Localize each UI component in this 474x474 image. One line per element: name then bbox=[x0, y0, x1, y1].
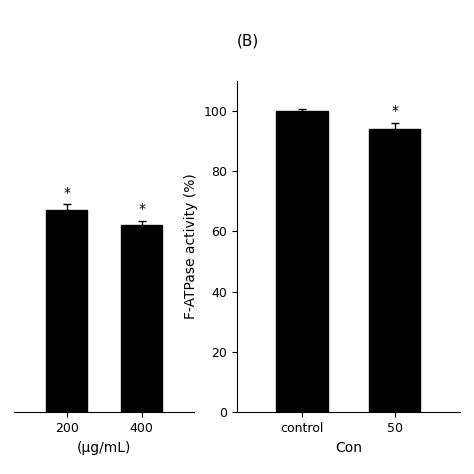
Text: *: * bbox=[138, 202, 146, 216]
Bar bbox=[121, 225, 163, 412]
Y-axis label: F-ATPase activity (%): F-ATPase activity (%) bbox=[184, 173, 198, 319]
Bar bbox=[369, 129, 420, 412]
Bar bbox=[46, 210, 87, 412]
X-axis label: Con: Con bbox=[335, 441, 362, 455]
Text: *: * bbox=[63, 186, 70, 200]
Text: (B): (B) bbox=[237, 33, 259, 48]
Bar bbox=[276, 111, 328, 412]
Text: *: * bbox=[392, 104, 398, 118]
X-axis label: (μg/mL): (μg/mL) bbox=[77, 441, 131, 455]
